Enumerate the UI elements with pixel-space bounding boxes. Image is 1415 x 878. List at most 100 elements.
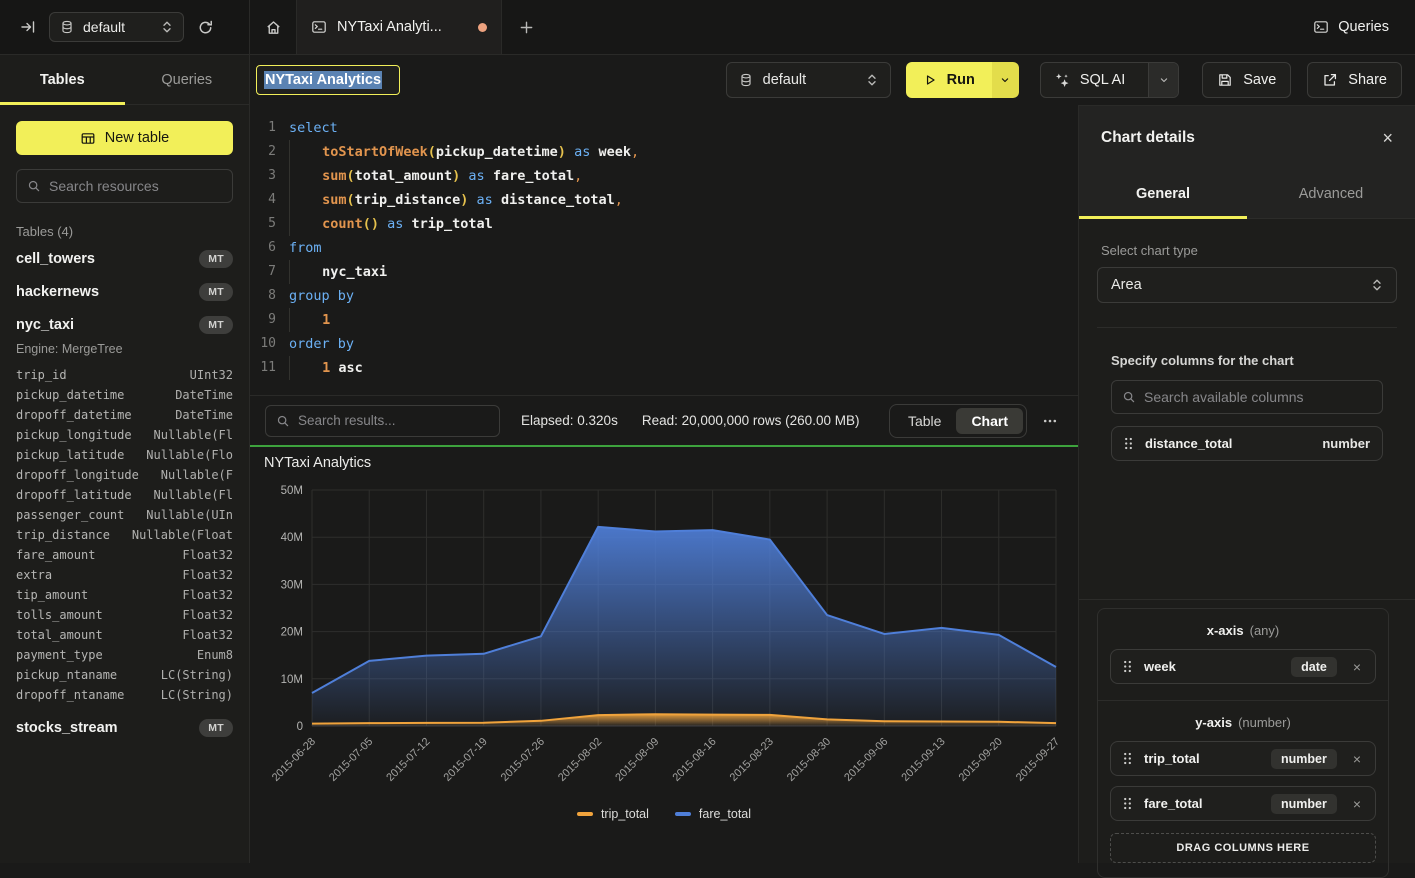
- query-toolbar: NYTaxi Analytics default Run: [250, 55, 1415, 105]
- table-name: hackernews: [16, 284, 99, 300]
- svg-text:2015-08-16: 2015-08-16: [670, 736, 718, 784]
- chart-block: NYTaxi Analytics 010M20M30M40M50M2015-06…: [250, 447, 1078, 863]
- column-name: pickup_longitude: [16, 425, 132, 445]
- svg-text:2015-08-23: 2015-08-23: [728, 736, 776, 784]
- sql-token: fare_total: [493, 168, 574, 184]
- remove-column-icon[interactable]: ×: [1349, 796, 1363, 812]
- drag-handle-icon[interactable]: [1123, 797, 1132, 810]
- queries-button[interactable]: Queries: [1301, 0, 1415, 54]
- share-button[interactable]: Share: [1307, 62, 1402, 98]
- sql-token: 1: [322, 360, 330, 376]
- chart-canvas[interactable]: 010M20M30M40M50M2015-06-282015-07-052015…: [250, 447, 1078, 803]
- sql-ai-label: SQL AI: [1080, 72, 1125, 88]
- search-icon: [1122, 390, 1136, 404]
- home-tab[interactable]: [250, 0, 296, 54]
- chip-column-type: number: [1322, 436, 1370, 451]
- search-icon: [276, 414, 290, 428]
- sql-line: 3 sum(total_amount) as fare_total,: [250, 164, 1078, 188]
- legend-item[interactable]: fare_total: [675, 807, 751, 821]
- drag-handle-icon[interactable]: [1123, 660, 1132, 673]
- y-axis-column-chip[interactable]: fare_totalnumber×: [1110, 786, 1376, 821]
- chart-title: NYTaxi Analytics: [264, 455, 371, 471]
- sql-line: 91: [250, 308, 1078, 332]
- remove-column-icon[interactable]: ×: [1349, 659, 1363, 675]
- available-column-chip[interactable]: distance_totalnumber: [1111, 426, 1383, 461]
- new-table-button[interactable]: New table: [16, 121, 233, 155]
- svg-text:40M: 40M: [281, 532, 303, 544]
- svg-text:2015-07-12: 2015-07-12: [384, 736, 432, 784]
- drag-handle-icon[interactable]: [1123, 752, 1132, 765]
- indent-guide: [289, 308, 322, 332]
- new-tab-button[interactable]: [502, 0, 550, 54]
- chart-details-panel: Chart details × General Advanced Select …: [1078, 105, 1415, 863]
- sql-ai-dropdown[interactable]: [1148, 63, 1178, 97]
- y-axis-column-chip[interactable]: trip_totalnumber×: [1110, 741, 1376, 776]
- run-options-dropdown[interactable]: [992, 62, 1019, 98]
- close-icon[interactable]: ×: [1382, 129, 1393, 147]
- chip-type-badge: number: [1271, 749, 1337, 769]
- column-row: trip_distanceNullable(Float: [16, 525, 233, 545]
- sql-editor[interactable]: 1select2toStartOfWeek(pickup_datetime) a…: [250, 105, 1078, 395]
- x-axis-title-text: x-axis: [1207, 623, 1244, 638]
- results-search-input[interactable]: [298, 413, 489, 428]
- line-number: 11: [250, 356, 276, 380]
- results-more-button[interactable]: [1037, 408, 1063, 434]
- collapse-sidebar-icon[interactable]: [20, 19, 36, 35]
- drag-columns-dropzone[interactable]: DRAG COLUMNS HERE: [1110, 833, 1376, 863]
- sidebar-tab-tables-label: Tables: [40, 72, 85, 88]
- x-axis-column-chip[interactable]: weekdate×: [1110, 649, 1376, 684]
- column-name: dropoff_datetime: [16, 405, 132, 425]
- search-icon: [27, 179, 41, 193]
- refresh-icon[interactable]: [197, 19, 214, 36]
- sql-code: 1 asc: [289, 356, 363, 380]
- sidebar-tab-queries[interactable]: Queries: [125, 55, 250, 104]
- line-number: 3: [250, 164, 276, 188]
- line-number: 5: [250, 212, 276, 236]
- view-toggle-table[interactable]: Table: [893, 408, 956, 434]
- chip-type-badge: number: [1271, 794, 1337, 814]
- queries-button-label: Queries: [1338, 19, 1389, 35]
- remove-column-icon[interactable]: ×: [1349, 751, 1363, 767]
- sql-token: total_amount: [355, 168, 453, 184]
- main-area: 1select2toStartOfWeek(pickup_datetime) a…: [250, 105, 1078, 863]
- save-button[interactable]: Save: [1202, 62, 1291, 98]
- chart-type-select[interactable]: Area: [1097, 267, 1397, 303]
- tab-nytaxi-analytics[interactable]: NYTaxi Analyti...: [296, 0, 502, 54]
- sql-ai-button[interactable]: SQL AI: [1041, 63, 1138, 97]
- query-title-input[interactable]: NYTaxi Analytics: [256, 65, 400, 95]
- columns-search-input[interactable]: [1144, 389, 1372, 405]
- table-row[interactable]: nyc_taxiMT: [16, 308, 233, 341]
- table-engine-badge: MT: [199, 250, 233, 268]
- database-selector[interactable]: default: [49, 12, 184, 42]
- panel-tab-general[interactable]: General: [1079, 170, 1247, 218]
- drag-handle-icon[interactable]: [1124, 437, 1133, 450]
- column-type: Nullable(Float: [132, 525, 233, 545]
- view-toggle-chart[interactable]: Chart: [956, 408, 1023, 434]
- axis-config-box: x-axis(any) weekdate× y-axis(number) tri…: [1097, 608, 1389, 878]
- sql-token: ,: [615, 192, 623, 208]
- sidebar-search: [16, 169, 233, 203]
- share-button-label: Share: [1348, 72, 1387, 88]
- sql-token: trip_total: [412, 216, 493, 232]
- y-axis-title-text: y-axis: [1195, 715, 1232, 730]
- legend-swatch: [577, 812, 593, 816]
- sidebar-search-input[interactable]: [49, 178, 222, 194]
- table-row[interactable]: hackernewsMT: [16, 275, 233, 308]
- sql-token: [379, 216, 387, 232]
- chevron-updown-icon: [1371, 278, 1383, 292]
- sql-token: [493, 192, 501, 208]
- panel-tab-advanced[interactable]: Advanced: [1247, 170, 1415, 218]
- legend-item[interactable]: trip_total: [577, 807, 649, 821]
- table-row[interactable]: stocks_streamMT: [16, 711, 233, 744]
- column-type: Enum8: [197, 645, 233, 665]
- legend-label: trip_total: [601, 807, 649, 821]
- column-row: pickup_datetimeDateTime: [16, 385, 233, 405]
- x-axis-hint: (any): [1250, 623, 1280, 638]
- sidebar-tab-tables[interactable]: Tables: [0, 55, 125, 104]
- column-name: fare_amount: [16, 545, 95, 565]
- run-button[interactable]: Run: [906, 62, 992, 98]
- sql-code: sum(total_amount) as fare_total,: [289, 164, 582, 188]
- toolbar-database-selector[interactable]: default: [726, 62, 891, 98]
- column-type: DateTime: [175, 405, 233, 425]
- table-row[interactable]: cell_towersMT: [16, 242, 233, 275]
